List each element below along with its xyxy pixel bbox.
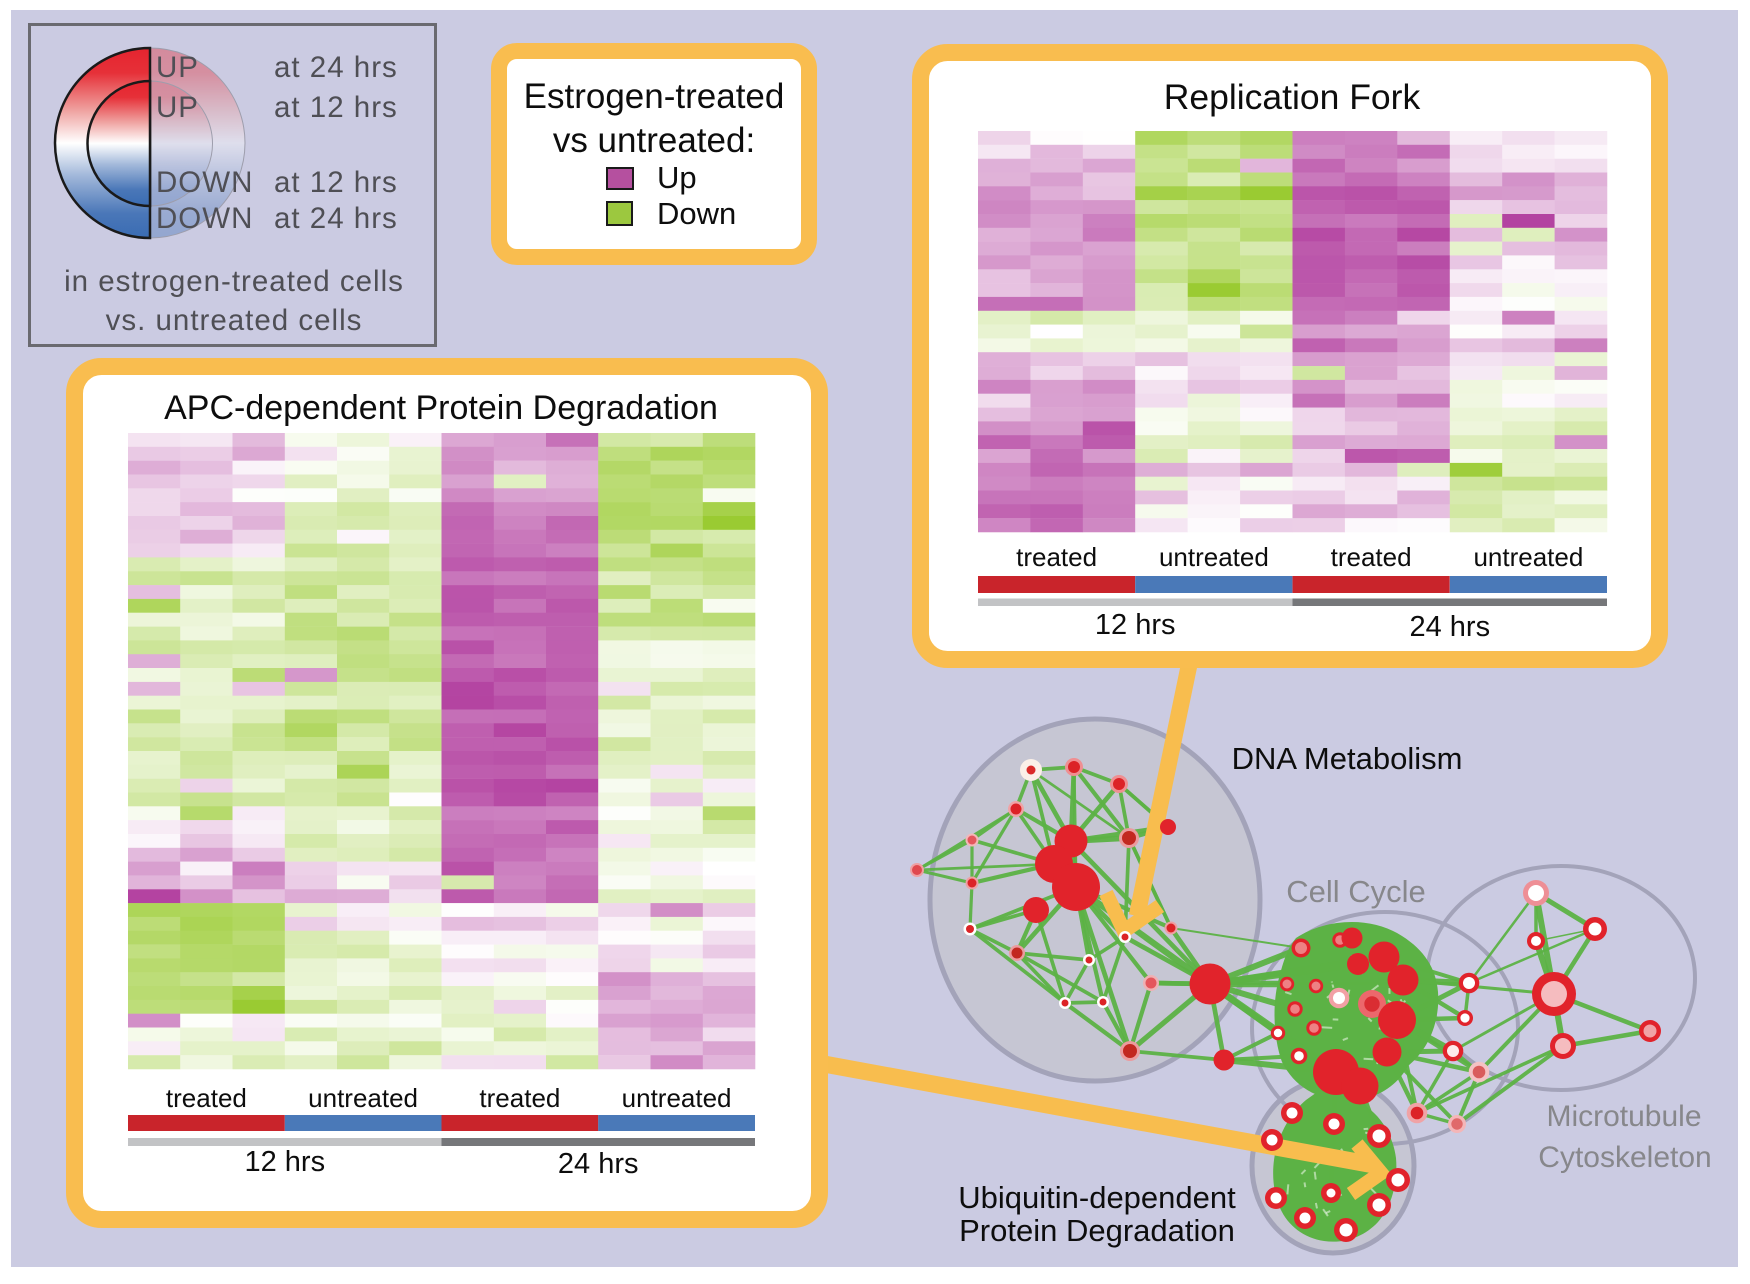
svg-text:12 hrs: 12 hrs [1095, 609, 1176, 641]
svg-text:Cytoskeleton: Cytoskeleton [1538, 1141, 1711, 1174]
svg-text:Estrogen-treated: Estrogen-treated [524, 77, 785, 116]
svg-text:in estrogen-treated cells: in estrogen-treated cells [64, 265, 404, 298]
svg-text:untreated: untreated [1159, 542, 1269, 572]
svg-text:DOWN: DOWN [156, 166, 253, 199]
svg-text:24 hrs: 24 hrs [1409, 611, 1490, 643]
svg-text:24 hrs: 24 hrs [558, 1148, 639, 1180]
svg-text:at 24 hrs: at 24 hrs [274, 202, 398, 235]
svg-text:Replication Fork: Replication Fork [1164, 77, 1421, 117]
svg-text:Microtubule: Microtubule [1546, 1100, 1701, 1133]
svg-text:untreated: untreated [1473, 542, 1583, 572]
svg-text:untreated: untreated [622, 1083, 732, 1113]
svg-text:DNA Metabolism: DNA Metabolism [1232, 741, 1463, 776]
svg-text:vs. untreated cells: vs. untreated cells [106, 304, 363, 337]
svg-text:untreated: untreated [308, 1083, 418, 1113]
svg-text:treated: treated [1331, 542, 1412, 572]
svg-text:DOWN: DOWN [156, 202, 253, 235]
svg-text:vs untreated:: vs untreated: [553, 121, 755, 160]
svg-text:at 24 hrs: at 24 hrs [274, 51, 398, 84]
svg-text:Down: Down [657, 196, 736, 231]
svg-text:Ubiquitin-dependent: Ubiquitin-dependent [958, 1180, 1236, 1215]
svg-text:APC-dependent Protein Degradat: APC-dependent Protein Degradation [164, 389, 718, 427]
svg-text:Protein Degradation: Protein Degradation [959, 1213, 1235, 1248]
svg-text:treated: treated [479, 1083, 560, 1113]
svg-text:UP: UP [156, 91, 199, 124]
svg-text:Cell Cycle: Cell Cycle [1286, 874, 1426, 909]
svg-text:12 hrs: 12 hrs [244, 1146, 325, 1178]
svg-text:Up: Up [657, 160, 697, 195]
svg-text:treated: treated [1016, 542, 1097, 572]
svg-text:at 12 hrs: at 12 hrs [274, 166, 398, 199]
svg-text:UP: UP [156, 51, 199, 84]
svg-text:treated: treated [166, 1083, 247, 1113]
svg-text:at 12 hrs: at 12 hrs [274, 91, 398, 124]
